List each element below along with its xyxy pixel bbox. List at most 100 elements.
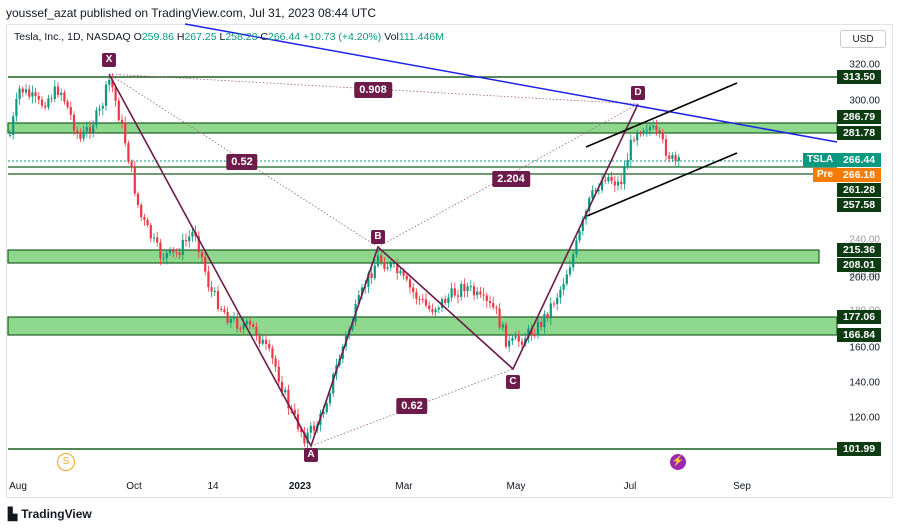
candle-body — [172, 249, 175, 253]
tradingview-logo[interactable]: ▙ TradingView — [8, 507, 92, 521]
candle-body — [495, 307, 498, 309]
tradingview-logo-icon: ▙ — [8, 507, 18, 521]
candle-body — [508, 340, 511, 347]
candle-body — [399, 271, 402, 274]
candle-body — [258, 335, 261, 344]
candle-body — [610, 177, 613, 182]
candle-body — [82, 131, 85, 139]
candle-body — [223, 309, 226, 312]
candle-body — [117, 100, 120, 120]
candle-body — [130, 161, 133, 168]
legend-symbol: Tesla, Inc., 1D, NASDAQ — [14, 31, 131, 43]
earnings-icon[interactable]: ⚡ — [670, 454, 686, 470]
candle-body — [556, 297, 559, 305]
candle-body — [533, 334, 536, 336]
level-label: 101.99 — [837, 442, 881, 456]
candle-body — [476, 291, 479, 296]
candle-body — [376, 255, 380, 266]
candle-body — [380, 255, 383, 263]
legend-high-label: H — [176, 31, 185, 43]
candle-body — [207, 271, 210, 288]
candle-body — [306, 432, 309, 444]
candle-body — [562, 283, 565, 290]
candle-body — [482, 294, 485, 296]
candle-body — [24, 89, 28, 93]
candle-body — [200, 252, 204, 258]
time-tick: 14 — [207, 481, 219, 492]
candle-body — [552, 303, 556, 305]
candle-body — [53, 86, 56, 99]
pattern-point-a: A — [304, 448, 318, 462]
candle-body — [8, 134, 12, 136]
xd-ratio-line — [108, 73, 639, 105]
candle-body — [466, 286, 469, 292]
legend-low-label: L — [219, 31, 226, 43]
candle-body — [664, 139, 668, 156]
candle-body — [248, 320, 252, 325]
candle-body — [204, 257, 207, 272]
candle-body — [236, 317, 239, 329]
support-resistance-zones — [7, 76, 838, 450]
candle-body — [303, 432, 306, 444]
candle-body — [229, 318, 232, 323]
candle-body — [648, 127, 652, 131]
candle-body — [367, 273, 370, 287]
currency-button[interactable]: USD — [840, 30, 886, 48]
candle-body — [453, 288, 456, 296]
candle-body — [536, 321, 540, 336]
candle-body — [184, 239, 188, 242]
candle-body — [645, 130, 648, 132]
candle-body — [504, 324, 508, 347]
time-tick: Jul — [623, 481, 637, 492]
candle-body — [140, 204, 143, 218]
pattern-point-x: X — [102, 53, 116, 67]
candle-body — [549, 303, 552, 318]
candle-body — [191, 232, 194, 237]
candle-body — [332, 374, 335, 394]
candle-body — [127, 143, 130, 162]
time-tick: Sep — [733, 481, 751, 492]
candle-body — [44, 105, 47, 108]
candle-body — [674, 154, 677, 161]
price-tick: 220.00 — [849, 269, 880, 281]
candle-body — [242, 324, 245, 329]
candle-body — [111, 79, 114, 88]
candle-body — [21, 88, 24, 93]
candle-body — [431, 309, 434, 313]
level-label: 257.58 — [837, 198, 881, 212]
legend-open: 259.86 — [141, 31, 174, 43]
candle-body — [274, 358, 277, 367]
candle-body — [268, 344, 271, 349]
candle-body — [360, 287, 364, 296]
candle-body — [668, 155, 671, 160]
dividend-icon[interactable]: S — [57, 453, 75, 471]
candle-body — [600, 180, 604, 191]
trendlines — [184, 23, 838, 217]
brand-name: TradingView — [21, 507, 92, 521]
candle-body — [210, 287, 213, 292]
candle-body — [300, 428, 303, 433]
ratio-xd: 0.908 — [354, 82, 392, 98]
price-tick: 200.00 — [849, 272, 880, 284]
last-price-value: 266.44 — [837, 153, 881, 167]
pre-market-value: 266.18 — [837, 168, 881, 182]
candle-body — [575, 240, 578, 255]
candle-body — [213, 290, 216, 292]
candle-body — [47, 98, 50, 108]
candle-body — [488, 301, 492, 304]
candle-body — [168, 249, 172, 254]
candle-body — [450, 288, 453, 298]
candle-body — [120, 119, 124, 123]
candle-body — [527, 328, 530, 339]
candle-body — [517, 336, 520, 342]
candle-body — [50, 98, 53, 100]
legend-high: 267.25 — [184, 31, 217, 43]
chart-frame[interactable] — [6, 24, 893, 498]
ratio-xb: 0.52 — [226, 154, 258, 170]
pre-market-label: Pre — [813, 168, 837, 182]
price-tick: 300.00 — [849, 95, 880, 107]
descending-trendline — [184, 23, 838, 143]
legend-close-label: C — [260, 31, 268, 43]
candle-body — [226, 311, 229, 323]
